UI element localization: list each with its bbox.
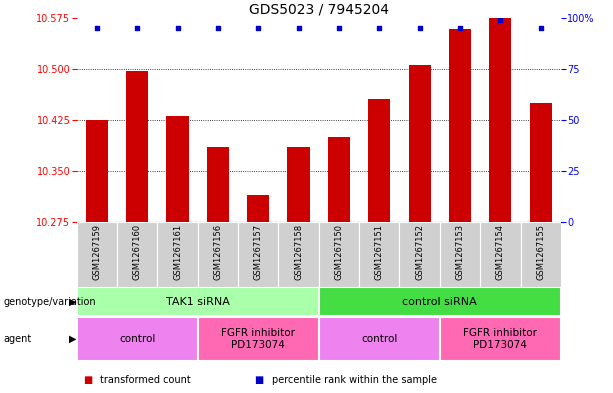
Text: GSM1267153: GSM1267153 <box>455 224 465 280</box>
Bar <box>86 120 108 222</box>
Text: GSM1267158: GSM1267158 <box>294 224 303 280</box>
Text: ▶: ▶ <box>69 334 76 344</box>
FancyBboxPatch shape <box>480 222 520 287</box>
Bar <box>247 195 269 222</box>
Point <box>294 25 303 31</box>
Point <box>132 25 142 31</box>
Text: ■: ■ <box>254 375 264 385</box>
Text: GSM1267154: GSM1267154 <box>496 224 505 280</box>
Text: GSM1267160: GSM1267160 <box>132 224 142 280</box>
Title: GDS5023 / 7945204: GDS5023 / 7945204 <box>249 2 389 17</box>
Bar <box>368 99 390 222</box>
FancyBboxPatch shape <box>319 317 440 361</box>
Bar <box>328 137 350 222</box>
Bar <box>489 18 511 222</box>
Text: TAK1 siRNA: TAK1 siRNA <box>166 297 230 307</box>
Text: control: control <box>119 334 155 344</box>
Text: control: control <box>361 334 397 344</box>
FancyBboxPatch shape <box>197 317 319 361</box>
Text: GSM1267152: GSM1267152 <box>415 224 424 280</box>
Text: GSM1267151: GSM1267151 <box>375 224 384 280</box>
Text: ▶: ▶ <box>69 297 76 307</box>
Text: control siRNA: control siRNA <box>403 297 477 307</box>
FancyBboxPatch shape <box>440 317 561 361</box>
FancyBboxPatch shape <box>319 222 359 287</box>
FancyBboxPatch shape <box>400 222 440 287</box>
Text: GSM1267150: GSM1267150 <box>335 224 343 280</box>
Text: GSM1267161: GSM1267161 <box>173 224 182 280</box>
Point <box>536 25 546 31</box>
Bar <box>530 103 552 222</box>
Point <box>415 25 425 31</box>
Text: FGFR inhibitor
PD173074: FGFR inhibitor PD173074 <box>221 328 295 350</box>
Point <box>253 25 263 31</box>
FancyBboxPatch shape <box>197 222 238 287</box>
Text: transformed count: transformed count <box>100 375 191 385</box>
FancyBboxPatch shape <box>520 222 561 287</box>
Bar <box>126 71 148 222</box>
Point <box>92 25 102 31</box>
Text: GSM1267157: GSM1267157 <box>254 224 263 280</box>
FancyBboxPatch shape <box>77 222 117 287</box>
Bar <box>207 147 229 222</box>
Text: genotype/variation: genotype/variation <box>3 297 96 307</box>
FancyBboxPatch shape <box>359 222 400 287</box>
Point <box>334 25 344 31</box>
Bar <box>408 65 431 222</box>
Text: GSM1267155: GSM1267155 <box>536 224 545 280</box>
Bar <box>166 116 189 222</box>
Bar <box>449 29 471 222</box>
Text: agent: agent <box>3 334 31 344</box>
Text: FGFR inhibitor
PD173074: FGFR inhibitor PD173074 <box>463 328 538 350</box>
Point <box>455 25 465 31</box>
FancyBboxPatch shape <box>77 287 319 316</box>
Point <box>375 25 384 31</box>
Text: GSM1267159: GSM1267159 <box>93 224 101 280</box>
Point <box>495 17 505 23</box>
Text: ■: ■ <box>83 375 92 385</box>
FancyBboxPatch shape <box>77 317 197 361</box>
Text: percentile rank within the sample: percentile rank within the sample <box>272 375 436 385</box>
FancyBboxPatch shape <box>238 222 278 287</box>
FancyBboxPatch shape <box>158 222 197 287</box>
Point <box>173 25 183 31</box>
FancyBboxPatch shape <box>117 222 158 287</box>
FancyBboxPatch shape <box>278 222 319 287</box>
FancyBboxPatch shape <box>440 222 480 287</box>
Text: GSM1267156: GSM1267156 <box>213 224 223 280</box>
Point <box>213 25 223 31</box>
FancyBboxPatch shape <box>319 287 561 316</box>
Bar <box>287 147 310 222</box>
